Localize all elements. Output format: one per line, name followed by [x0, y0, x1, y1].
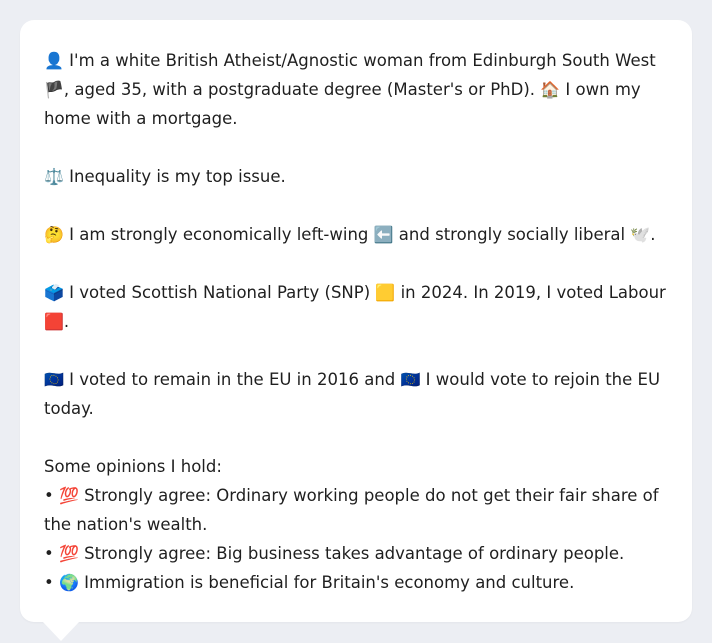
eu-text-1: I voted to remain in the EU in 2016 and: [63, 370, 401, 389]
bullet: •: [44, 544, 54, 563]
eu-flag-icon-2: 🇪🇺: [400, 370, 421, 389]
vote-paragraph: 🗳️ I voted Scottish National Party (SNP)…: [44, 278, 668, 336]
opinion-text: Immigration is beneficial for Britain's …: [78, 573, 575, 592]
intro-text-2: , aged 35, with a postgraduate degree (M…: [63, 80, 541, 99]
intro-text-1: I'm a white British Atheist/Agnostic wom…: [63, 51, 656, 70]
opinion-text: Strongly agree: Ordinary working people …: [44, 486, 659, 534]
yellow-square-icon: 🟨: [375, 283, 396, 302]
eu-paragraph: 🇪🇺 I voted to remain in the EU in 2016 a…: [44, 365, 668, 423]
issue-paragraph: ⚖️ Inequality is my top issue.: [44, 162, 668, 191]
vote-text-2: in 2024. In 2019, I voted Labour: [395, 283, 666, 302]
scotland-flag-icon: 🏴: [44, 80, 64, 99]
scales-icon: ⚖️: [44, 167, 64, 186]
left-arrow-icon: ⬅️: [373, 225, 394, 244]
bullet: •: [44, 573, 54, 592]
ideology-text-2: and strongly socially liberal: [393, 225, 631, 244]
bullet: •: [44, 486, 54, 505]
opinions-heading: Some opinions I hold:: [44, 457, 222, 476]
globe-icon: 🌍: [58, 573, 79, 592]
hundred-points-icon: 💯: [58, 486, 79, 505]
ideology-text-3: .: [650, 225, 656, 244]
opinion-item: • 💯 Strongly agree: Big business takes a…: [44, 539, 668, 568]
opinion-item: • 🌍 Immigration is beneficial for Britai…: [44, 568, 668, 597]
red-square-icon: 🟥: [44, 312, 64, 331]
thinking-face-icon: 🤔: [44, 225, 64, 244]
intro-paragraph: 👤 I'm a white British Atheist/Agnostic w…: [44, 46, 668, 133]
dove-icon: 🕊️: [630, 225, 651, 244]
house-icon: 🏠: [540, 80, 561, 99]
issue-text: Inequality is my top issue.: [63, 167, 286, 186]
opinion-text: Strongly agree: Big business takes advan…: [78, 544, 625, 563]
eu-flag-icon: 🇪🇺: [44, 370, 64, 389]
ideology-paragraph: 🤔 I am strongly economically left-wing ⬅…: [44, 220, 668, 249]
message-bubble: 👤 I'm a white British Atheist/Agnostic w…: [20, 20, 692, 622]
person-icon: 👤: [44, 51, 64, 70]
hundred-points-icon: 💯: [58, 544, 79, 563]
vote-text-3: .: [63, 312, 70, 331]
vote-text-1: I voted Scottish National Party (SNP): [63, 283, 376, 302]
intro-text-3: I own my home with a mortgage.: [44, 80, 641, 128]
ideology-text-1: I am strongly economically left-wing: [63, 225, 374, 244]
eu-text-2: I would vote to rejoin the EU today.: [44, 370, 661, 418]
opinion-item: • 💯 Strongly agree: Ordinary working peo…: [44, 481, 668, 539]
bubble-tail: [42, 621, 80, 641]
ballot-box-icon: 🗳️: [44, 283, 64, 302]
